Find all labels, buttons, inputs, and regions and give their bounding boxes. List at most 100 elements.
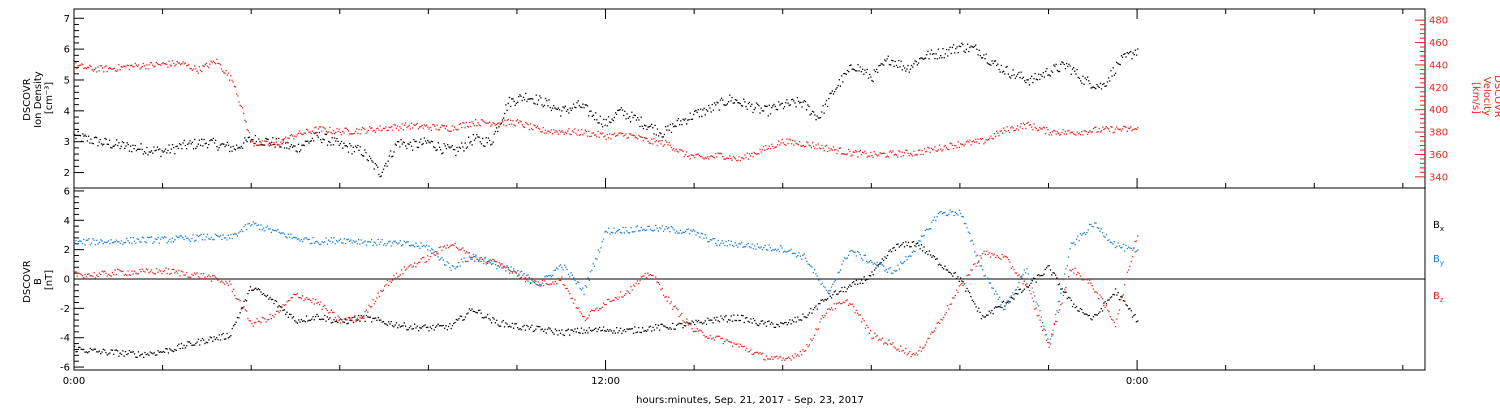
ion-density-point: [187, 143, 189, 145]
velocity-point: [809, 145, 811, 147]
ion-density-point: [948, 49, 950, 51]
ion-density-point: [236, 144, 238, 146]
bz-point: [1092, 288, 1095, 290]
bx-point: [582, 332, 584, 335]
velocity-point: [1031, 126, 1033, 128]
bz-point: [385, 284, 387, 286]
bx-point: [243, 300, 245, 303]
bz-point: [1074, 267, 1076, 269]
bz-point: [563, 284, 566, 286]
velocity-point: [890, 150, 892, 152]
bx-point: [854, 283, 856, 285]
ion-density-point: [1113, 74, 1116, 76]
bx-point: [888, 250, 890, 252]
bx-point: [787, 322, 790, 324]
bx-point: [675, 324, 678, 326]
by-point: [208, 238, 210, 240]
by-point: [913, 250, 915, 252]
bx-point: [453, 322, 455, 325]
by-point: [1065, 268, 1067, 270]
bz-point: [367, 311, 369, 313]
bx-point: [249, 286, 252, 288]
ion-density-point: [435, 149, 437, 152]
bz-point: [272, 314, 274, 317]
by-point: [126, 237, 128, 240]
velocity-point: [393, 123, 395, 126]
by-point: [548, 275, 550, 277]
bz-point: [1129, 265, 1131, 267]
bx-point: [290, 313, 292, 316]
bz-point: [625, 293, 627, 295]
ion-density-point: [1119, 64, 1121, 66]
bx-point: [524, 329, 527, 331]
bz-point: [614, 296, 616, 299]
bx-point: [75, 351, 77, 353]
velocity-point: [157, 63, 160, 66]
bx-point: [160, 351, 162, 353]
by-point: [705, 237, 708, 239]
bz-point: [929, 333, 932, 335]
by-point: [1103, 235, 1105, 237]
bx-point: [902, 242, 904, 244]
ion-density-point: [647, 126, 649, 128]
bx-point: [833, 291, 835, 293]
bx-point: [678, 322, 680, 324]
velocity-point: [442, 125, 444, 127]
velocity-point: [332, 130, 335, 132]
bz-point: [849, 303, 851, 305]
bz-point: [790, 359, 792, 361]
bx-point: [720, 315, 722, 317]
velocity-point: [171, 60, 174, 62]
bx-point: [124, 351, 127, 353]
bx-point: [105, 351, 107, 354]
by-point: [1073, 242, 1075, 244]
ion-density-point: [1056, 69, 1058, 72]
bx-point: [283, 309, 286, 311]
bz-point: [541, 279, 543, 282]
ion-density-point: [1099, 82, 1102, 85]
ion-density-point: [239, 147, 241, 149]
bx-point: [347, 322, 349, 324]
by-point: [812, 272, 814, 274]
velocity-point: [1098, 127, 1100, 130]
bx-point: [966, 287, 968, 290]
ion-density-point: [99, 139, 101, 141]
bz-point: [688, 323, 691, 325]
velocity-point: [616, 135, 618, 137]
bz-point: [289, 299, 291, 302]
ion-density-point: [550, 109, 553, 112]
by-point: [879, 262, 881, 264]
by-point: [815, 273, 817, 275]
by-point: [458, 262, 460, 264]
ion-density-point: [903, 67, 906, 69]
ion-density-point: [893, 65, 895, 67]
ion-density-point: [82, 133, 84, 135]
bx-point: [986, 314, 988, 316]
bz-point: [919, 346, 921, 348]
velocity-point: [733, 157, 736, 159]
bz-point: [462, 247, 464, 249]
bx-point: [416, 325, 418, 327]
velocity-point: [1104, 127, 1106, 130]
velocity-point: [1077, 133, 1079, 135]
by-point: [987, 277, 989, 279]
by-point: [1006, 300, 1009, 302]
bx-point: [748, 321, 751, 323]
by-point: [961, 215, 963, 218]
bz-point: [991, 252, 993, 255]
bx-point: [441, 325, 443, 327]
bz-point: [127, 270, 129, 272]
bx-point: [484, 316, 486, 318]
ion-density-point: [470, 140, 472, 143]
ion-density-point: [634, 114, 636, 117]
by-point: [218, 236, 220, 238]
ion-density-point: [210, 139, 212, 141]
ion-density-point: [846, 69, 849, 72]
velocity-point: [273, 141, 275, 144]
bx-point: [1079, 307, 1082, 310]
velocity-point: [314, 127, 316, 129]
by-point: [1015, 289, 1018, 291]
ion-density-point: [898, 59, 900, 62]
ion-density-point: [681, 124, 683, 126]
ion-density-point: [1091, 86, 1093, 89]
